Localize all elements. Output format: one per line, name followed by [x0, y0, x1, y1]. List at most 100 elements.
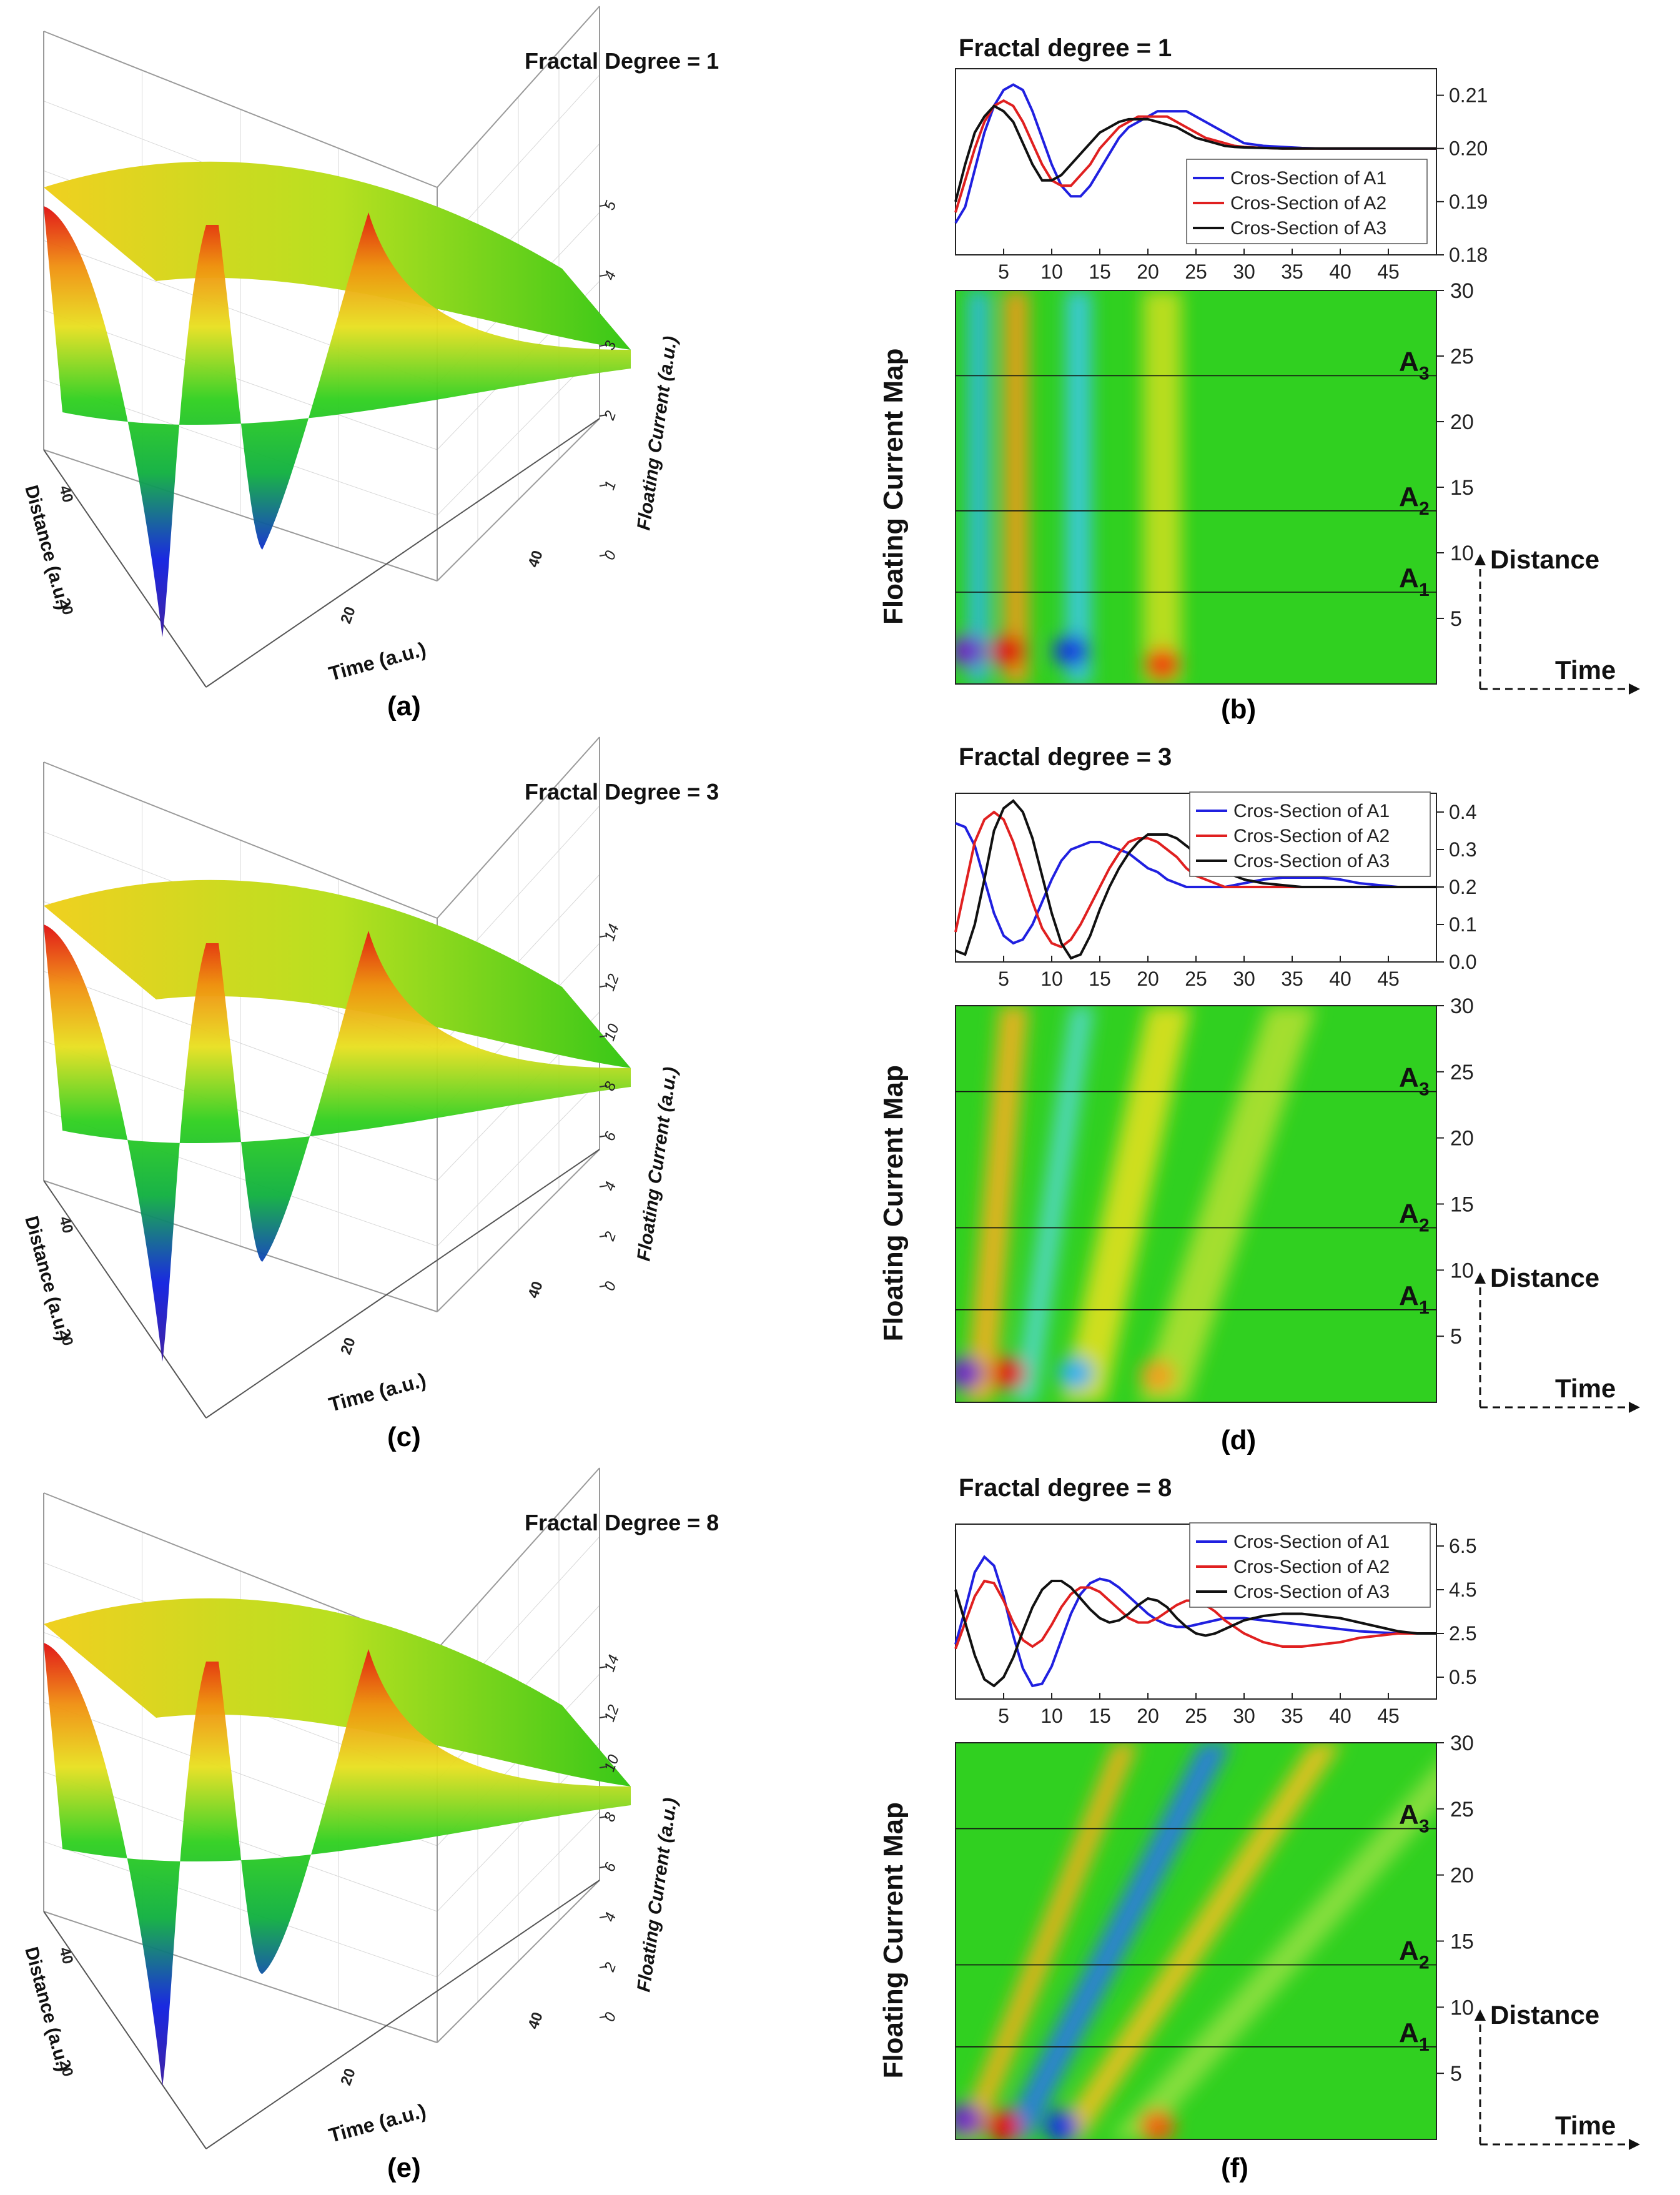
- series-line-A1: [955, 822, 1436, 945]
- panel-f: Fractal degree = 8 5 10 15 20 25 30 35 40 45 0.5 2.…: [840, 1462, 1680, 2192]
- x-tick-label: 20: [337, 605, 359, 626]
- section-subscript-A3: 3: [1419, 364, 1430, 384]
- box-edge: [437, 418, 600, 582]
- x-axis-label: Time (a.u.): [326, 2099, 428, 2147]
- box-edge: [437, 1149, 600, 1312]
- map-axis-label: Floating Current Map: [878, 1802, 909, 2078]
- y-tick-label: 0.20: [1449, 137, 1488, 160]
- distance-label: Distance: [1490, 1263, 1599, 1292]
- box-edge: [43, 31, 438, 188]
- x-tick-label: 20: [337, 1335, 359, 1357]
- time-arrowhead: [1629, 1402, 1640, 1413]
- y-tick-label: 25: [1450, 1798, 1474, 1821]
- chart-title: Fractal degree = 8: [959, 1474, 1172, 1502]
- box-edge: [437, 736, 600, 919]
- y-tick-label: 10: [1450, 1996, 1474, 2019]
- panel-c: 0 2 4 6 8 10 12 14 Floating Current (a.u.) 20 40 Ti…: [0, 731, 840, 1462]
- x-tick-label: 15: [1089, 1705, 1111, 1727]
- x-tick-label: 35: [1281, 1705, 1303, 1727]
- z-tick: [599, 1085, 608, 1088]
- x-tick-label: 25: [1185, 260, 1207, 283]
- section-subscript-A2: 2: [1419, 498, 1430, 519]
- heatmap-contours: [956, 1743, 1436, 2139]
- y-tick-label: 0.21: [1449, 84, 1488, 107]
- z-tick: [599, 344, 608, 347]
- box-edge: [205, 1880, 600, 2149]
- contour-band: [1052, 1743, 1343, 2139]
- contour-spot: [1044, 2109, 1079, 2139]
- z-tick: [599, 274, 608, 277]
- contour-band: [1004, 290, 1029, 684]
- heatmap-background: [956, 290, 1436, 684]
- y-tick-label: 15: [1450, 1930, 1474, 1954]
- z-tick-label: 4: [601, 1179, 620, 1193]
- contour-spot: [956, 2103, 983, 2136]
- box-edge: [43, 1180, 207, 1419]
- box-edge: [437, 1467, 600, 1650]
- distance-label: Distance: [1490, 545, 1599, 574]
- legend-label: Cros-Section of A2: [1233, 826, 1390, 846]
- contour-band: [1061, 1006, 1192, 1402]
- surface-front-sheet: [44, 1643, 631, 2086]
- x-tick-label: 40: [1329, 1705, 1351, 1727]
- y-tick-label: 5: [1450, 1325, 1462, 1349]
- box-edge: [205, 1149, 600, 1419]
- y-tick-label: 0.18: [1449, 244, 1488, 266]
- legend-box: [1186, 159, 1428, 244]
- z-axis-label: Floating Current (a.u.): [633, 1066, 681, 1262]
- z-tick-label: 5: [601, 199, 620, 212]
- section-label-A2: A: [1399, 1199, 1419, 1229]
- x-axis-label: Time (a.u.): [326, 638, 428, 685]
- section-label-A3: A: [1399, 1800, 1419, 1830]
- y-tick-label: 40: [56, 484, 76, 505]
- series-line-A1: [954, 83, 1436, 224]
- section-subscript-A1: 1: [1419, 1297, 1430, 1318]
- panel-caption: (c): [387, 1422, 421, 1452]
- contour-band: [1138, 1006, 1317, 1402]
- x-tick-label: 30: [1233, 260, 1255, 283]
- legend-label: Cros-Section of A2: [1230, 193, 1386, 214]
- section-subscript-A2: 2: [1419, 1953, 1430, 1973]
- y-tick-label: 0.5: [1449, 1666, 1476, 1688]
- box-edge: [437, 6, 600, 188]
- box-edge: [205, 418, 600, 688]
- contour-spot: [1058, 1357, 1094, 1390]
- z-tick-label: 14: [601, 1653, 623, 1674]
- surface-back-sheet: [44, 1598, 631, 1786]
- x-tick-label: 20: [1137, 968, 1159, 990]
- x-tick-label: 5: [998, 1705, 1009, 1727]
- x-tick-label: 10: [1040, 1705, 1063, 1727]
- y-tick-label: 4.5: [1449, 1578, 1476, 1601]
- y-tick-label: 30: [1450, 994, 1474, 1018]
- section-label-A1: A: [1399, 1281, 1419, 1311]
- box-edge: [43, 1911, 207, 2149]
- z-tick-label: 12: [601, 1703, 623, 1724]
- z-tick-label: 4: [601, 1910, 620, 1924]
- surface-front-sheet: [44, 924, 631, 1362]
- contour-spot: [956, 635, 985, 668]
- x-tick-label: 20: [1137, 260, 1159, 283]
- z-tick-label: 2: [601, 1229, 620, 1244]
- y-tick-label: 40: [56, 1946, 76, 1966]
- series-line-A3: [954, 104, 1436, 202]
- z-tick: [599, 484, 608, 487]
- y-tick-label: 0.2: [1449, 876, 1476, 898]
- z-tick: [599, 1866, 608, 1868]
- x-tick-label: 35: [1281, 968, 1303, 990]
- z-tick-label: 12: [601, 972, 623, 993]
- series-line-A2: [954, 1579, 1436, 1650]
- surface-back-sheet: [44, 879, 631, 1068]
- heatmap-blurred: [956, 1006, 1317, 1402]
- heatmap-contours: [956, 290, 1182, 684]
- heatmap-blurred: [956, 290, 1182, 684]
- x-tick-label: 15: [1089, 260, 1111, 283]
- legend-label: Cros-Section of A1: [1230, 168, 1386, 189]
- x-tick-label: 15: [1089, 968, 1111, 990]
- contour-spot: [956, 1357, 983, 1390]
- z-tick-label: 2: [601, 1960, 620, 1975]
- time-label: Time: [1555, 655, 1616, 685]
- z-tick: [599, 935, 608, 938]
- section-subscript-A2: 2: [1419, 1216, 1430, 1236]
- panel-caption: (e): [387, 2153, 421, 2183]
